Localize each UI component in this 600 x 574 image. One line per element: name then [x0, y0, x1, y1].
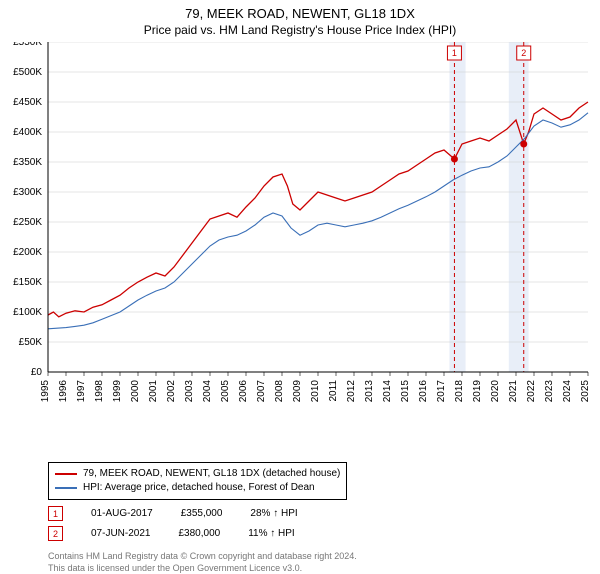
svg-text:2001: 2001 — [148, 380, 159, 403]
svg-text:2004: 2004 — [202, 380, 213, 403]
svg-text:£250K: £250K — [13, 217, 42, 228]
page-title: 79, MEEK ROAD, NEWENT, GL18 1DX — [0, 0, 600, 21]
legend-swatch — [55, 487, 77, 489]
transaction-date: 07-JUN-2021 — [91, 528, 150, 539]
svg-text:£100K: £100K — [13, 307, 42, 318]
svg-text:2016: 2016 — [418, 380, 429, 403]
svg-text:£0: £0 — [31, 367, 43, 378]
transaction-price: £380,000 — [178, 528, 220, 539]
svg-text:2008: 2008 — [274, 380, 285, 403]
marker-badge: 2 — [48, 526, 63, 541]
footer-line: Contains HM Land Registry data © Crown c… — [48, 550, 357, 562]
svg-text:1995: 1995 — [40, 380, 51, 403]
svg-text:2009: 2009 — [292, 380, 303, 403]
svg-text:2002: 2002 — [166, 380, 177, 403]
svg-text:£300K: £300K — [13, 187, 42, 198]
legend-item-property: 79, MEEK ROAD, NEWENT, GL18 1DX (detache… — [55, 467, 340, 481]
svg-text:1998: 1998 — [94, 380, 105, 403]
svg-text:£50K: £50K — [19, 337, 43, 348]
svg-text:2014: 2014 — [382, 380, 393, 403]
legend-label: 79, MEEK ROAD, NEWENT, GL18 1DX (detache… — [83, 467, 340, 481]
svg-text:2024: 2024 — [562, 380, 573, 403]
svg-text:1996: 1996 — [58, 380, 69, 403]
legend-label: HPI: Average price, detached house, Fore… — [83, 481, 315, 495]
svg-text:2019: 2019 — [472, 380, 483, 403]
svg-text:2021: 2021 — [508, 380, 519, 403]
svg-text:1: 1 — [452, 48, 457, 58]
svg-text:£200K: £200K — [13, 247, 42, 258]
transaction-row: 2 07-JUN-2021 £380,000 11% ↑ HPI — [48, 526, 295, 541]
svg-text:2005: 2005 — [220, 380, 231, 403]
svg-text:£150K: £150K — [13, 277, 42, 288]
svg-text:2011: 2011 — [328, 380, 339, 402]
svg-text:2022: 2022 — [526, 380, 537, 403]
transaction-price: £355,000 — [181, 508, 223, 519]
footer-line: This data is licensed under the Open Gov… — [48, 562, 357, 574]
footer-attribution: Contains HM Land Registry data © Crown c… — [48, 550, 357, 574]
svg-text:2010: 2010 — [310, 380, 321, 403]
legend-swatch — [55, 473, 77, 475]
transaction-delta: 28% ↑ HPI — [250, 508, 297, 519]
legend-box: 79, MEEK ROAD, NEWENT, GL18 1DX (detache… — [48, 462, 347, 500]
svg-text:2006: 2006 — [238, 380, 249, 403]
svg-text:2020: 2020 — [490, 380, 501, 403]
legend-item-hpi: HPI: Average price, detached house, Fore… — [55, 481, 340, 495]
line-chart: £0 £50K £100K £150K £200K £250K £300K £350K £400… — [0, 42, 600, 422]
marker-badge: 1 — [48, 506, 63, 521]
page-subtitle: Price paid vs. HM Land Registry's House … — [0, 21, 600, 41]
svg-text:£550K: £550K — [13, 42, 42, 48]
svg-text:2025: 2025 — [580, 380, 591, 403]
svg-text:£500K: £500K — [13, 67, 42, 78]
svg-text:1997: 1997 — [76, 380, 87, 403]
svg-text:2017: 2017 — [436, 380, 447, 403]
svg-text:2003: 2003 — [184, 380, 195, 403]
svg-text:2000: 2000 — [130, 380, 141, 403]
transaction-row: 1 01-AUG-2017 £355,000 28% ↑ HPI — [48, 506, 298, 521]
transaction-delta: 11% ↑ HPI — [248, 528, 295, 539]
svg-text:2007: 2007 — [256, 380, 267, 403]
svg-text:2013: 2013 — [364, 380, 375, 403]
svg-text:£400K: £400K — [13, 127, 42, 138]
svg-text:2023: 2023 — [544, 380, 555, 403]
svg-text:2018: 2018 — [454, 380, 465, 403]
svg-text:£450K: £450K — [13, 97, 42, 108]
svg-text:2012: 2012 — [346, 380, 357, 403]
chart-area: £0 £50K £100K £150K £200K £250K £300K £350K £400… — [0, 42, 600, 427]
svg-text:2: 2 — [521, 48, 526, 58]
transaction-date: 01-AUG-2017 — [91, 508, 153, 519]
svg-text:2015: 2015 — [400, 380, 411, 403]
svg-text:1999: 1999 — [112, 380, 123, 403]
svg-text:£350K: £350K — [13, 157, 42, 168]
